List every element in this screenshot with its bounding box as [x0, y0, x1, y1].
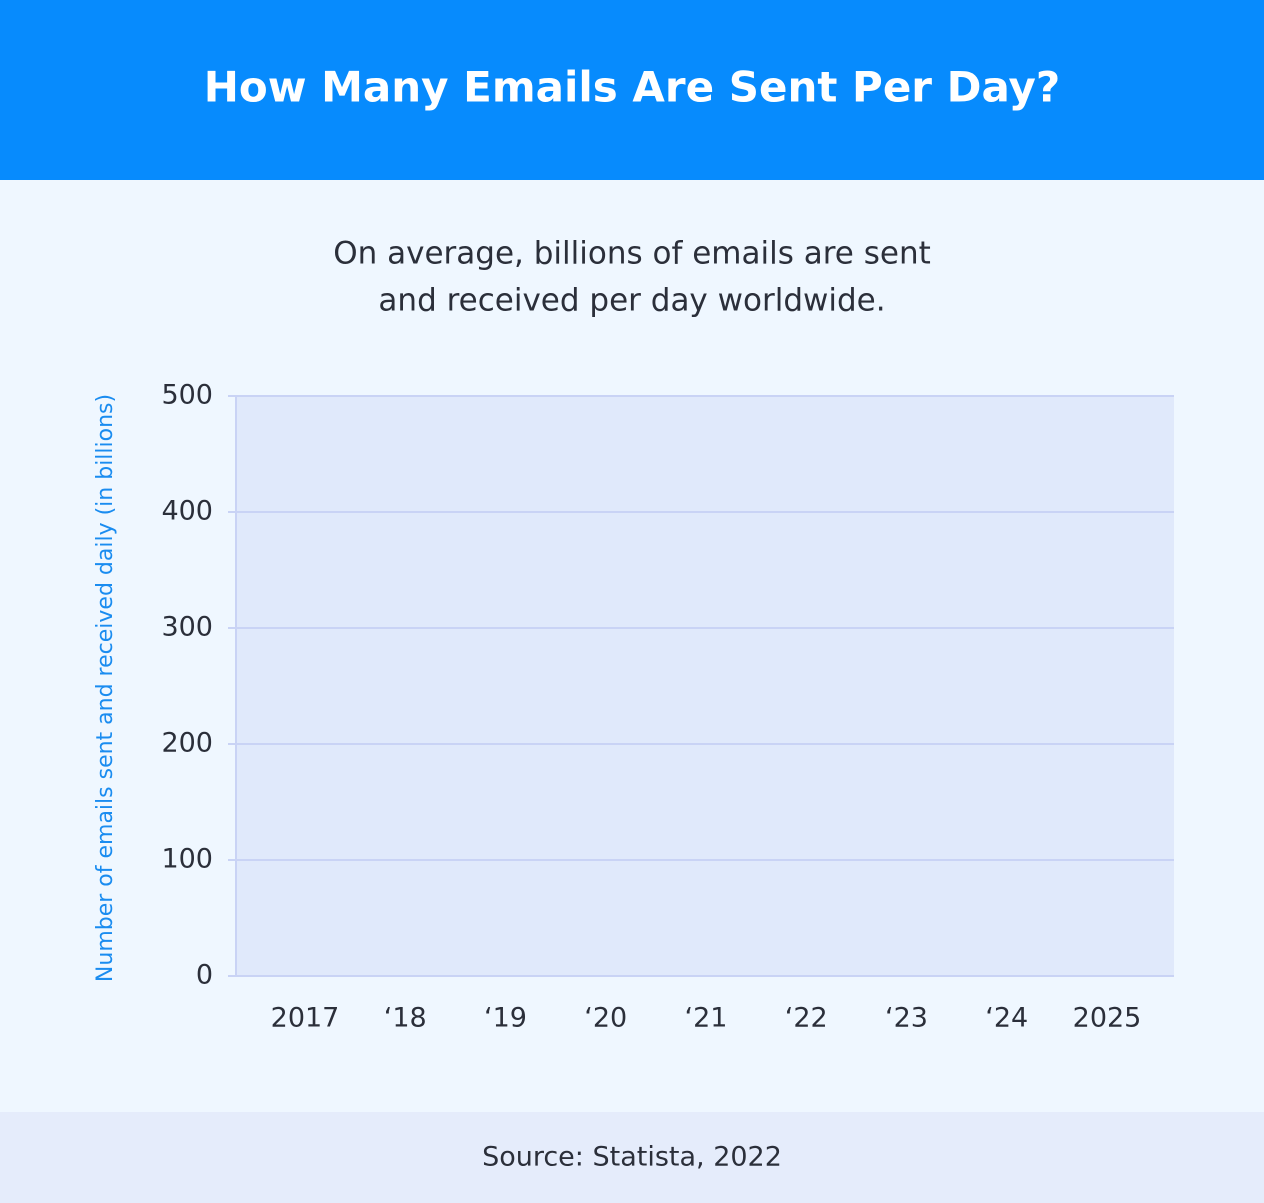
x-tick-label: ‘18	[384, 1003, 427, 1034]
x-tick-label: ‘22	[785, 1003, 828, 1034]
x-tick-label: 2025	[1073, 1003, 1142, 1034]
x-tick-label: 2017	[271, 1003, 340, 1034]
subtitle: and received per day worldwide.	[378, 283, 885, 319]
source: Source: Statista, 2022	[482, 1142, 782, 1173]
y-tick-label: 300	[161, 612, 213, 643]
header	[0, 0, 1264, 180]
y-tick-label: 100	[161, 844, 213, 875]
subtitle: On average, billions of emails are sent	[333, 236, 931, 272]
footer	[0, 1112, 1264, 1203]
y-tick-label: 500	[161, 380, 213, 411]
plot-area	[236, 396, 1174, 976]
x-tick-label: ‘24	[985, 1003, 1028, 1034]
y-tick-label: 200	[161, 728, 213, 759]
y-axis-label: Number of emails sent and received daily…	[93, 394, 118, 982]
x-tick-label: ‘19	[484, 1003, 527, 1034]
x-tick-label: ‘23	[885, 1003, 928, 1034]
y-tick-label: 400	[161, 496, 213, 527]
x-tick-label: ‘20	[584, 1003, 627, 1034]
x-tick-label: ‘21	[685, 1003, 728, 1034]
chart-title: How Many Emails Are Sent Per Day?	[204, 63, 1061, 112]
y-tick-label: 0	[196, 960, 213, 991]
